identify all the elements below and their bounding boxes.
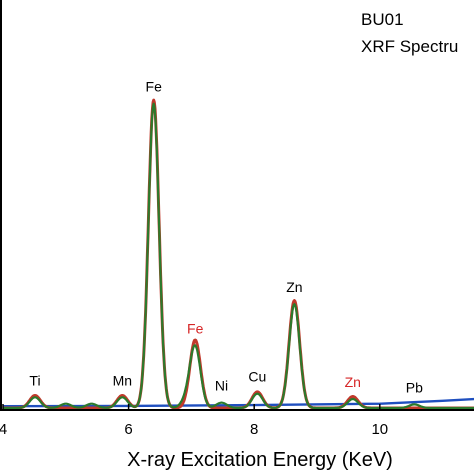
x-tick-label-3: 10 bbox=[371, 421, 388, 438]
peak-label-2: Fe bbox=[146, 79, 163, 95]
peak-label-4: Ni bbox=[215, 378, 228, 394]
peak-label-3: Fe bbox=[187, 320, 204, 336]
peak-label-1: Mn bbox=[113, 372, 132, 388]
x-tick-label-2: 8 bbox=[250, 421, 258, 438]
peak-label-0: Ti bbox=[29, 372, 40, 388]
x-axis-label: X-ray Excitation Energy (KeV) bbox=[127, 449, 393, 471]
peak-label-5: Cu bbox=[248, 369, 266, 385]
series-line-1 bbox=[2, 98, 474, 410]
series-line-0 bbox=[2, 102, 474, 410]
peak-label-6: Zn bbox=[286, 279, 302, 295]
x-ticks-layer: 468101214 bbox=[0, 404, 388, 438]
peak-label-7: Zn bbox=[345, 374, 361, 390]
chart-annotation-sample: BU01 bbox=[361, 10, 404, 29]
x-tick-label-1: 6 bbox=[124, 421, 132, 438]
series-layer bbox=[2, 98, 474, 410]
peak-label-8: Pb bbox=[406, 379, 423, 395]
chart-annotation-method: XRF Spectru bbox=[361, 37, 458, 56]
peak-labels-layer: TiMnFeFeNiCuZnZnPbBrBrSr bbox=[29, 79, 423, 396]
series-line-2 bbox=[2, 397, 474, 408]
x-tick-label-0: 4 bbox=[0, 421, 7, 438]
